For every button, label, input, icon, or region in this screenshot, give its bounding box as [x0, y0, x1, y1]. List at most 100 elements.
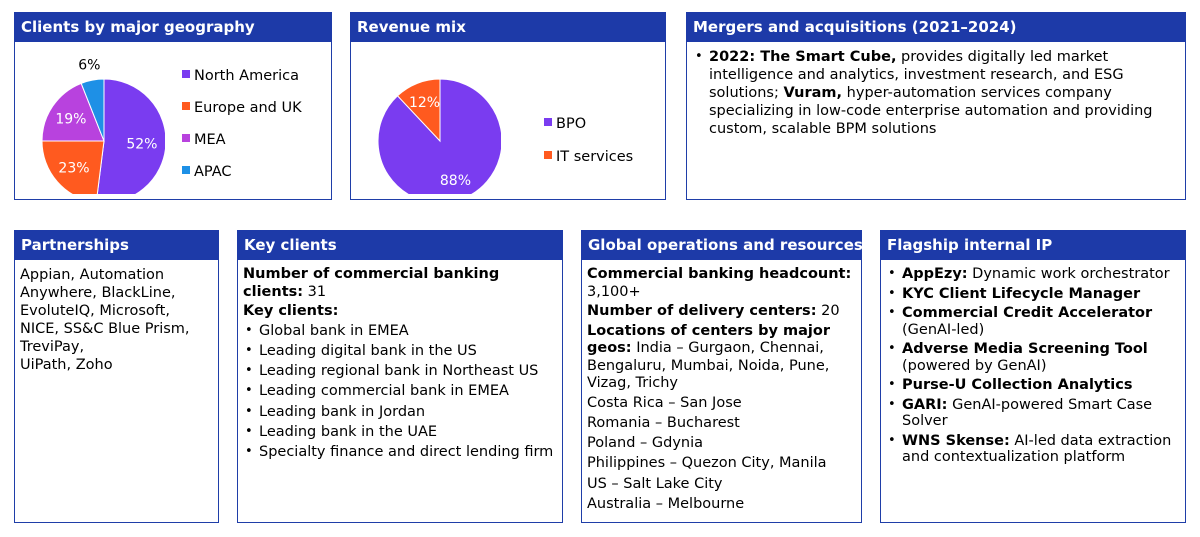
mergers-card: Mergers and acquisitions (2021–2024) 202…	[686, 12, 1186, 200]
legend-label: MEA	[194, 132, 226, 148]
pie-data-label: 6%	[78, 57, 100, 73]
delivery-centers: Number of delivery centers: 20	[587, 303, 857, 321]
pie-data-label: 12%	[409, 95, 440, 111]
legend-item-europe-uk: Europe and UK	[182, 99, 302, 117]
location-line: Romania – Bucharest	[587, 414, 740, 431]
locations-others: Costa Rica – San Jose Romania – Buchares…	[587, 393, 857, 515]
legend-item-mea: MEA	[182, 131, 226, 149]
revenue-mix-card: Revenue mix 88% 12% BPO IT services	[350, 12, 666, 200]
flagship-ip-item: Purse-U Collection Analytics	[886, 377, 1179, 394]
flagship-ip-body: AppEzy: Dynamic work orchestrator KYC Cl…	[881, 260, 1185, 522]
location-line: Poland – Gdynia	[587, 435, 703, 452]
delivery-centers-label: Number of delivery centers:	[587, 303, 817, 319]
revenue-mix-body: 88% 12% BPO IT services	[351, 42, 665, 199]
flagship-ip-item: Adverse Media Screening Tool (powered by…	[886, 341, 1179, 374]
legend-item-it-services: IT services	[544, 148, 633, 166]
pie-slice-north-america	[96, 78, 165, 194]
global-ops-title: Global operations and resources	[581, 230, 863, 260]
global-ops-card: Global operations and resources Commerci…	[581, 230, 863, 523]
key-client-item: Global bank in EMEA	[243, 321, 558, 342]
locations-label: Locations of centers by major geos:	[587, 322, 830, 357]
partnerships-line: UiPath, Zoho	[20, 357, 113, 373]
partnerships-line: Appian, Automation	[20, 267, 165, 283]
legend-swatch	[182, 102, 190, 110]
pie-slice-it-services	[396, 78, 441, 143]
location-line: Costa Rica – San Jose	[587, 394, 742, 411]
flagship-ip-item: KYC Client Lifecycle Manager	[886, 286, 1179, 303]
mergers-bold-2: Vuram,	[783, 85, 843, 101]
key-client-item: Leading digital bank in the US	[243, 341, 558, 362]
commercial-clients-label: Number of commercial banking clients:	[243, 266, 500, 300]
delivery-centers-value: 20	[816, 303, 840, 319]
location-line: US – Salt Lake City	[587, 475, 723, 492]
legend-item-apac: APAC	[182, 163, 232, 181]
revenue-mix-title: Revenue mix	[350, 12, 666, 42]
legend-swatch	[544, 151, 552, 159]
pie-slice-apac	[80, 78, 105, 142]
legend-swatch	[182, 166, 190, 174]
key-client-item: Leading commercial bank in EMEA	[243, 381, 558, 402]
mergers-item: 2022: The Smart Cube, provides digitally…	[693, 48, 1177, 138]
partnerships-line: EvoluteIQ, Microsoft,	[20, 303, 170, 319]
key-client-item: Specialty finance and direct lending fir…	[243, 442, 558, 463]
partnerships-line: NICE, SS&C Blue Prism,	[20, 321, 190, 337]
mergers-bold-1: 2022: The Smart Cube,	[709, 49, 897, 65]
key-clients-body: Number of commercial banking clients: 31…	[238, 260, 562, 522]
partnerships-text: Appian, Automation Anywhere, BlackLine, …	[20, 266, 190, 374]
key-clients-card: Key clients Number of commercial banking…	[237, 230, 563, 523]
mergers-text-2: hyper-automation services company specia…	[709, 85, 1153, 137]
flagship-ip-list: AppEzy: Dynamic work orchestrator KYC Cl…	[886, 266, 1179, 466]
legend-label: APAC	[194, 164, 232, 180]
pie-data-label: 52%	[126, 136, 157, 152]
flagship-ip-item: WNS Skense: AI-led data extraction and c…	[886, 433, 1179, 466]
legend-label: IT services	[556, 149, 634, 165]
flagship-ip-item: AppEzy: Dynamic work orchestrator	[886, 266, 1179, 283]
global-ops-body: Commercial banking headcount: 3,100+ Num…	[582, 260, 861, 522]
revenue-mix-pie: 88% 12%	[377, 78, 501, 194]
key-client-item: Leading regional bank in Northeast US	[243, 361, 558, 382]
key-clients-list: Global bank in EMEA Leading digital bank…	[243, 321, 558, 463]
mergers-title: Mergers and acquisitions (2021–2024)	[686, 12, 1186, 42]
legend-swatch	[182, 134, 190, 142]
headcount-label: Commercial banking headcount:	[587, 266, 852, 282]
partnerships-line: Anywhere, BlackLine,	[20, 285, 176, 301]
headcount-block: Commercial banking headcount: 3,100+	[587, 266, 857, 301]
location-line: Philippines – Quezon City, Manila	[587, 455, 827, 472]
commercial-clients-value: 31	[303, 283, 327, 300]
locations-india: India – Gurgaon, Chennai, Bengaluru, Mum…	[587, 340, 830, 391]
flagship-ip-title: Flagship internal IP	[880, 230, 1186, 260]
clients-geography-pie: 52% 23% 19% 6%	[41, 57, 165, 194]
legend-label: BPO	[556, 116, 587, 132]
legend-label: North America	[194, 68, 299, 84]
locations-block: Locations of centers by major geos: Indi…	[587, 323, 857, 393]
location-line: Australia – Melbourne	[587, 495, 745, 512]
key-client-item: Leading bank in Jordan	[243, 402, 558, 423]
pie-slice-mea	[41, 82, 105, 142]
flagship-ip-item: Commercial Credit Accelerator (GenAI-led…	[886, 305, 1179, 338]
legend-item-north-america: North America	[182, 67, 299, 85]
pie-data-label: 23%	[58, 160, 89, 176]
key-clients-label: Key clients:	[243, 303, 339, 319]
pie-data-label: 88%	[440, 173, 471, 189]
mergers-list: 2022: The Smart Cube, provides digitally…	[693, 48, 1177, 138]
legend-label: Europe and UK	[194, 100, 302, 116]
global-ops-content: Commercial banking headcount: 3,100+ Num…	[587, 266, 857, 514]
legend-item-bpo: BPO	[544, 115, 586, 133]
pie-data-label: 19%	[55, 112, 86, 128]
headcount-value: 3,100+	[587, 283, 641, 300]
key-clients-title: Key clients	[237, 230, 563, 260]
legend-swatch	[544, 118, 552, 126]
partnerships-title: Partnerships	[14, 230, 219, 260]
legend-swatch	[182, 70, 190, 78]
clients-geography-card: Clients by major geography 52% 23% 19% 6% N…	[14, 12, 332, 200]
partnerships-body: Appian, Automation Anywhere, BlackLine, …	[15, 260, 218, 522]
mergers-text-1: provides digitally led market intelligen…	[709, 49, 1124, 101]
mergers-body: 2022: The Smart Cube, provides digitally…	[687, 42, 1185, 199]
flagship-ip-card: Flagship internal IP AppEzy: Dynamic wor…	[880, 230, 1186, 523]
key-clients-content: Number of commercial banking clients: 31…	[243, 266, 558, 463]
clients-geography-body: 52% 23% 19% 6% North America Europe and UK …	[15, 42, 331, 199]
key-client-item: Leading bank in the UAE	[243, 422, 558, 443]
flagship-ip-item: GARI: GenAI-powered Smart Case Solver	[886, 397, 1179, 430]
partnerships-card: Partnerships Appian, Automation Anywhere…	[14, 230, 219, 523]
pie-slice-europe-and-uk	[41, 140, 105, 194]
